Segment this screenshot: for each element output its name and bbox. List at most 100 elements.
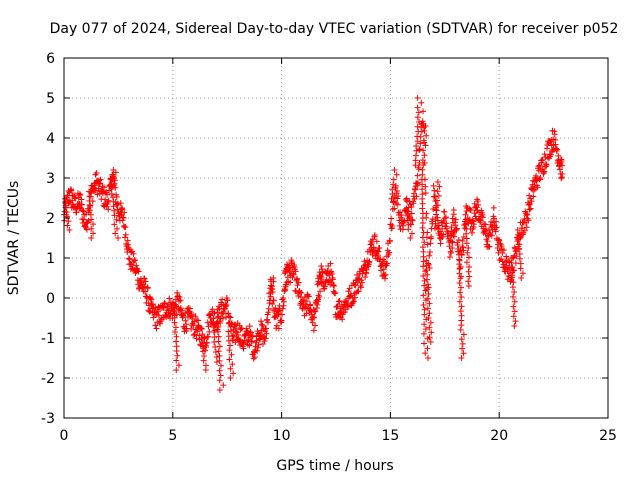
data-point — [210, 329, 217, 335]
data-point — [153, 325, 160, 332]
data-point — [298, 289, 305, 296]
data-point — [88, 235, 95, 241]
data-point — [456, 298, 463, 305]
data-point — [226, 356, 233, 363]
data-point — [362, 274, 369, 281]
data-point — [419, 157, 426, 164]
data-point — [523, 212, 530, 219]
data-point — [318, 266, 325, 273]
data-point — [414, 138, 421, 145]
data-point — [460, 350, 467, 357]
data-point — [387, 221, 394, 228]
x-tick-label: 10 — [273, 428, 291, 444]
data-point — [111, 177, 118, 184]
data-point — [422, 183, 429, 190]
data-point — [416, 146, 423, 153]
data-point — [172, 324, 179, 331]
data-point — [421, 321, 428, 328]
data-point — [420, 330, 427, 337]
data-point — [272, 305, 279, 312]
data-point — [125, 255, 132, 262]
data-point — [66, 227, 73, 233]
x-tick-label: 5 — [168, 428, 177, 444]
data-point — [467, 207, 474, 214]
data-point — [558, 175, 565, 182]
data-point — [441, 208, 448, 215]
data-markers — [61, 95, 566, 393]
data-point — [384, 260, 391, 267]
data-point — [380, 266, 387, 273]
data-point — [287, 279, 294, 286]
data-point — [150, 314, 157, 321]
data-point — [510, 293, 517, 300]
y-tick-label: -3 — [41, 411, 55, 427]
data-point — [259, 322, 266, 329]
data-point — [414, 182, 421, 189]
chart-title: Day 077 of 2024, Sidereal Day-to-day VTE… — [50, 21, 619, 37]
data-point — [527, 205, 534, 212]
data-point — [311, 314, 318, 321]
data-point — [456, 279, 463, 286]
data-point — [232, 339, 239, 346]
data-point — [78, 201, 85, 208]
data-point — [435, 192, 442, 199]
data-point — [105, 206, 112, 213]
data-point — [227, 314, 234, 321]
data-point — [173, 348, 180, 355]
data-point — [458, 284, 465, 291]
data-point — [240, 340, 247, 347]
data-point — [414, 104, 421, 111]
data-point — [152, 322, 159, 329]
y-axis-label: SDTVAR / TECUs — [6, 181, 22, 296]
data-point — [212, 349, 219, 355]
data-point — [423, 132, 430, 139]
data-point — [448, 238, 455, 245]
data-point — [458, 303, 465, 310]
data-point — [503, 262, 510, 269]
data-point — [175, 362, 182, 369]
data-point — [229, 361, 236, 368]
data-point — [77, 191, 84, 198]
data-point — [233, 329, 240, 336]
data-point — [451, 233, 458, 240]
data-point — [428, 233, 435, 240]
data-point — [109, 171, 116, 178]
data-point — [427, 319, 434, 326]
data-point — [120, 214, 127, 221]
data-point — [198, 325, 205, 332]
data-point — [413, 193, 420, 200]
data-point — [525, 217, 532, 224]
data-point — [155, 312, 162, 319]
data-point — [414, 114, 421, 121]
data-point — [434, 179, 441, 185]
data-point — [419, 224, 426, 231]
data-point — [155, 308, 162, 315]
data-point — [329, 276, 336, 283]
data-point — [216, 357, 223, 364]
data-point — [65, 218, 72, 225]
data-point — [227, 342, 234, 349]
data-point — [220, 308, 227, 315]
data-point — [559, 171, 566, 177]
data-point — [249, 332, 256, 339]
data-point — [122, 231, 129, 238]
data-point — [193, 335, 200, 342]
data-point — [225, 337, 232, 344]
data-point — [521, 227, 528, 234]
data-point — [388, 215, 395, 222]
data-point — [436, 183, 443, 190]
data-point — [424, 345, 431, 352]
data-point — [464, 249, 471, 256]
data-point — [225, 310, 232, 317]
data-point — [88, 225, 95, 232]
data-point — [110, 167, 117, 173]
data-point — [250, 355, 257, 362]
data-point — [559, 162, 566, 169]
data-point — [219, 315, 226, 322]
data-point — [422, 189, 429, 196]
data-point — [511, 298, 518, 305]
data-point — [303, 298, 310, 305]
data-point — [394, 201, 401, 208]
data-point — [463, 230, 470, 237]
data-point — [216, 367, 223, 374]
